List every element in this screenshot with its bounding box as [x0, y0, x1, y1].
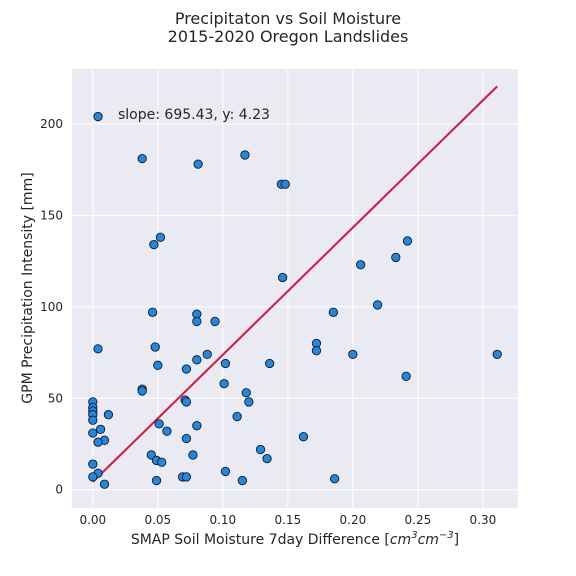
- data-point: [137, 386, 147, 396]
- data-points: [88, 111, 502, 489]
- x-axis-unit-sup-1: 3: [411, 530, 417, 541]
- data-point: [154, 419, 164, 429]
- data-point: [103, 410, 114, 420]
- data-point: [202, 349, 212, 359]
- data-point: [155, 232, 166, 242]
- data-point: [151, 475, 162, 486]
- data-point: [95, 424, 106, 434]
- x-tick-labels: 0.00 0.05 0.10 0.15 0.20 0.25 0.30: [79, 513, 496, 527]
- data-point: [244, 397, 254, 407]
- data-point: [93, 344, 103, 354]
- data-point: [99, 479, 110, 489]
- data-point: [210, 316, 220, 327]
- data-point: [153, 360, 163, 370]
- data-point: [181, 433, 192, 444]
- x-axis-unit-sup-2: −3: [439, 530, 454, 541]
- y-axis-label: GPM Precipitation Intensity [mm]: [20, 172, 36, 403]
- grid-lines: [72, 69, 518, 508]
- data-point: [193, 159, 203, 169]
- data-point: [219, 378, 229, 389]
- data-point: [88, 428, 98, 438]
- data-point: [240, 150, 250, 160]
- x-tick-label: 0.00: [79, 513, 106, 527]
- data-point: [150, 342, 160, 352]
- data-point: [328, 307, 339, 317]
- data-point: [93, 437, 103, 447]
- y-tick-labels: 0 50 100 150 200: [40, 117, 63, 497]
- data-point: [147, 307, 158, 317]
- x-tick-label: 0.15: [274, 513, 301, 527]
- y-tick-label: 150: [40, 208, 63, 222]
- y-tick-label: 200: [40, 117, 63, 131]
- data-point: [220, 358, 231, 369]
- data-point: [356, 260, 366, 270]
- data-point: [391, 252, 401, 263]
- data-point: [181, 364, 192, 374]
- data-point: [188, 450, 198, 460]
- y-tick-label: 50: [48, 391, 63, 405]
- data-point: [237, 475, 247, 486]
- x-axis-label-text: SMAP Soil Moisture 7day Difference [: [131, 532, 390, 548]
- data-point: [192, 355, 202, 365]
- data-point: [492, 349, 502, 359]
- x-tick-label: 0.25: [405, 513, 432, 527]
- data-point: [348, 349, 358, 359]
- chart-title-line1: Precipitaton vs Soil Moisture: [175, 9, 401, 28]
- data-point: [280, 179, 290, 189]
- x-axis-label-end: ]: [454, 532, 459, 548]
- x-axis-unit-1: cm: [390, 532, 411, 548]
- data-point: [93, 111, 103, 122]
- x-axis-unit-2: cm: [418, 532, 439, 548]
- data-point: [402, 236, 413, 246]
- data-point: [311, 346, 322, 356]
- data-point: [88, 472, 98, 482]
- data-point: [181, 472, 192, 482]
- data-point: [255, 444, 266, 455]
- data-point: [220, 466, 231, 477]
- data-point: [88, 415, 98, 425]
- data-point: [181, 397, 192, 407]
- data-point: [162, 426, 172, 436]
- plot-area: [72, 69, 518, 508]
- data-point: [262, 453, 272, 464]
- data-point: [149, 239, 159, 250]
- data-point: [232, 411, 242, 422]
- data-point: [192, 421, 202, 431]
- data-point: [298, 432, 309, 442]
- chart-title-line2: 2015-2020 Oregon Landslides: [168, 27, 409, 46]
- data-point: [372, 300, 383, 310]
- data-point: [241, 388, 251, 398]
- x-tick-label: 0.20: [340, 513, 367, 527]
- data-point: [401, 371, 411, 381]
- data-point: [277, 272, 288, 283]
- data-point: [157, 457, 167, 467]
- data-point: [88, 459, 98, 469]
- data-point: [330, 474, 340, 484]
- data-point: [192, 316, 202, 327]
- x-tick-label: 0.30: [470, 513, 497, 527]
- y-tick-label: 100: [40, 300, 63, 314]
- y-tick-label: 0: [55, 483, 63, 497]
- data-point: [264, 358, 275, 369]
- x-tick-label: 0.10: [209, 513, 236, 527]
- fit-annotation: slope: 695.43, y: 4.23: [118, 107, 270, 123]
- data-point: [137, 153, 147, 164]
- regression-line: [92, 85, 498, 483]
- x-tick-label: 0.05: [144, 513, 171, 527]
- x-axis-label: SMAP Soil Moisture 7day Difference [cm3c…: [131, 530, 459, 548]
- regression-line-group: [92, 85, 498, 483]
